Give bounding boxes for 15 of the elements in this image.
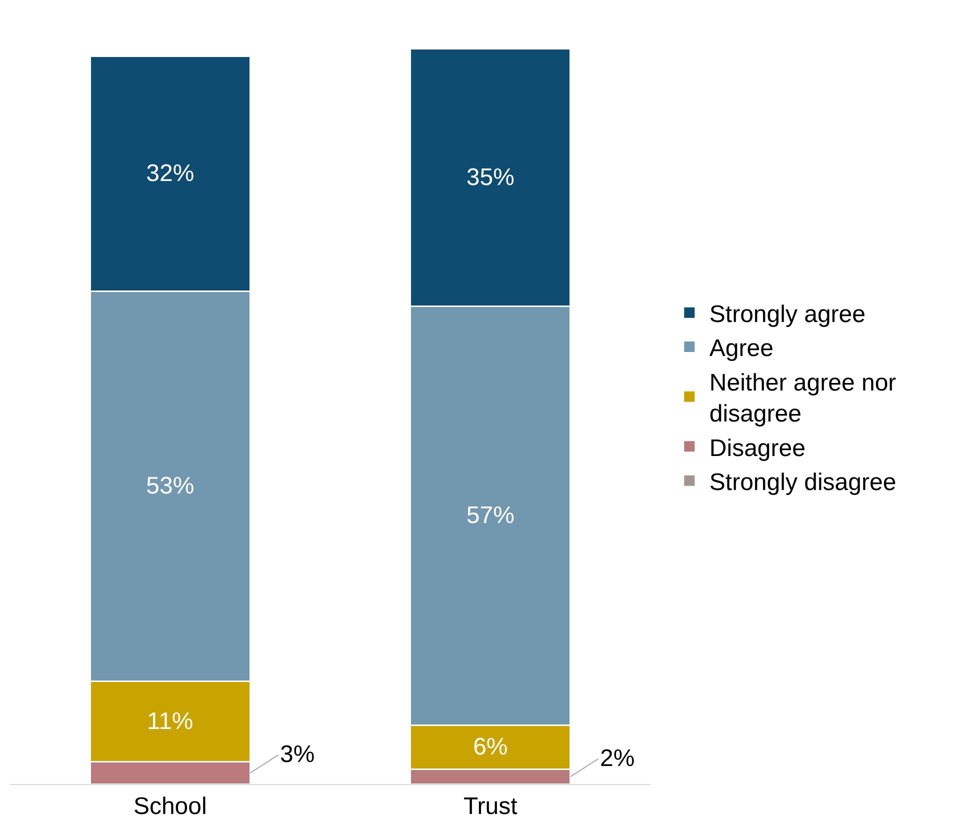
data-label: 3% (280, 741, 315, 768)
data-label: 2% (600, 745, 635, 772)
x-tick-label: School (133, 792, 207, 820)
data-label: 6% (473, 734, 508, 761)
legend-label: Disagree (709, 434, 806, 462)
legend-label: Agree (709, 335, 774, 362)
legend-label: Strongly agree (709, 300, 866, 328)
data-label: 35% (466, 164, 514, 191)
x-tick-label: Trust (464, 792, 518, 820)
legend-label: Strongly disagree (709, 468, 896, 496)
data-label: 11% (147, 708, 194, 735)
legend-label: Neither agree nor disagree (709, 369, 896, 428)
data-label: 57% (466, 502, 514, 530)
data-label: 53% (146, 472, 194, 500)
data-label: 32% (146, 160, 194, 188)
